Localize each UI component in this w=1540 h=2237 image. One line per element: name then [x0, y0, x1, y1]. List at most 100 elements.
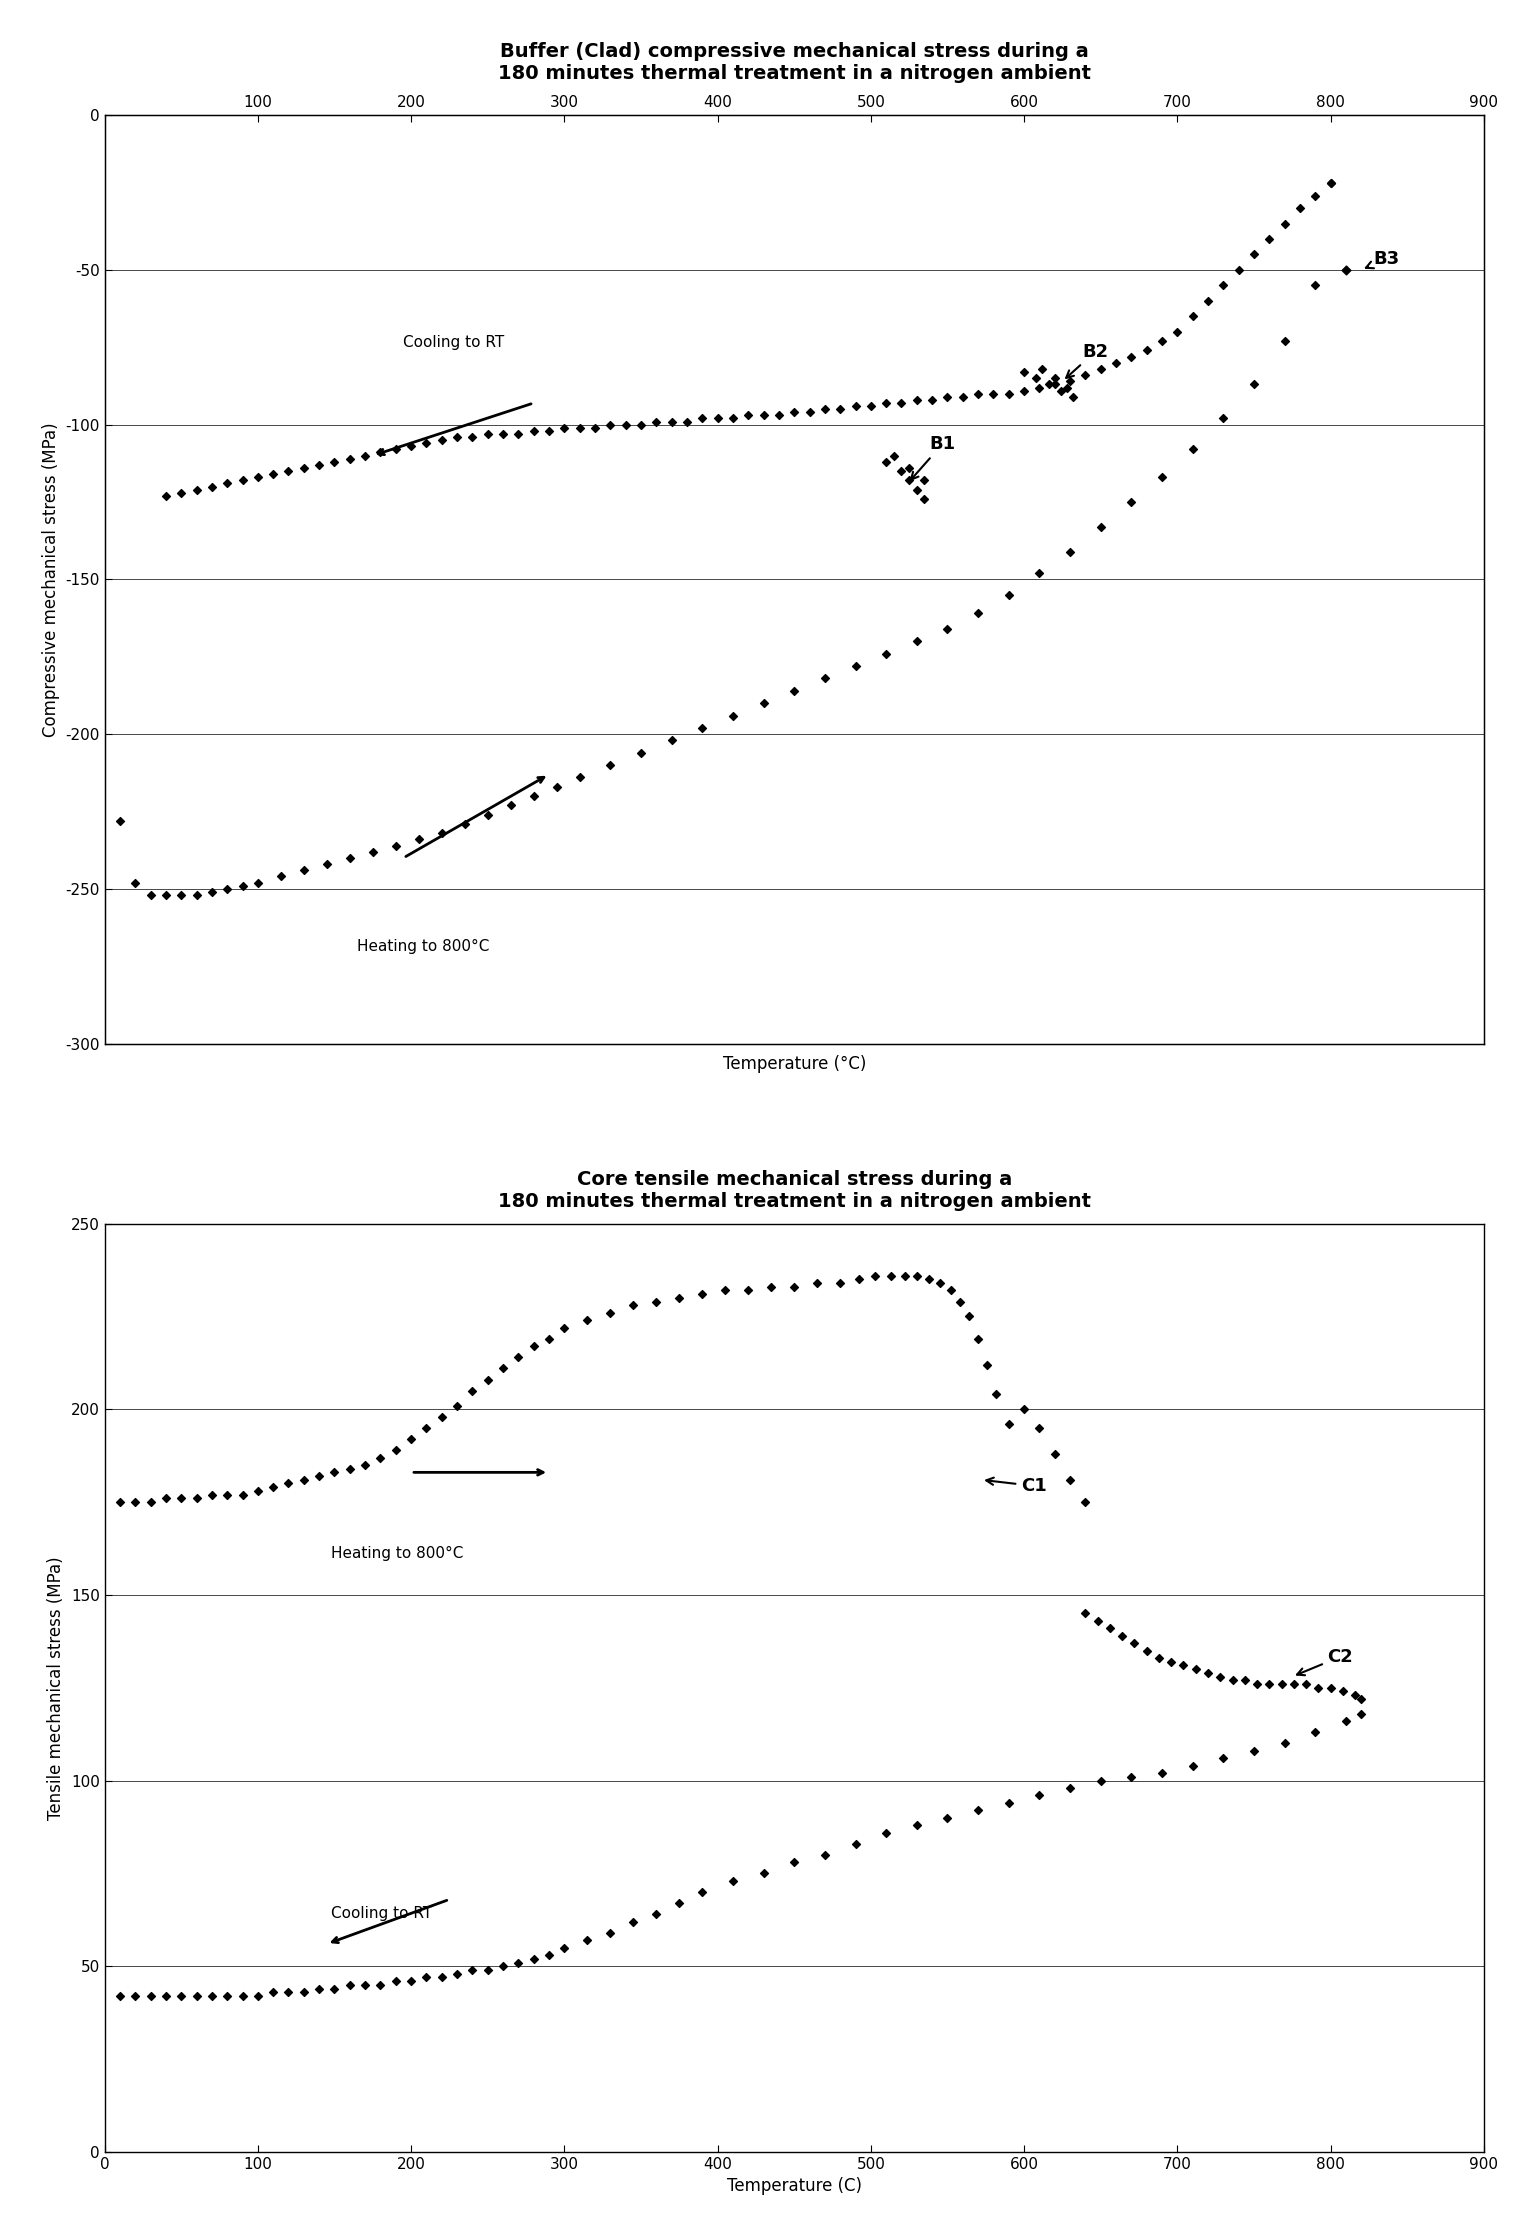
- Point: [996, 1785, 1021, 1821]
- Point: [805, 1266, 830, 1302]
- Point: [984, 1376, 1009, 1412]
- Point: [919, 383, 944, 418]
- Point: [551, 1931, 576, 1966]
- Point: [229, 1476, 254, 1512]
- Point: [628, 407, 653, 443]
- Point: [613, 407, 638, 443]
- Point: [276, 1465, 300, 1501]
- Point: [245, 866, 270, 902]
- Point: [873, 385, 898, 421]
- Point: [1123, 1626, 1147, 1662]
- Y-axis label: Tensile mechanical stress (MPa): Tensile mechanical stress (MPa): [48, 1557, 65, 1819]
- Point: [291, 450, 316, 485]
- Point: [276, 1975, 300, 2011]
- Point: [847, 1262, 872, 1297]
- Point: [644, 1284, 668, 1320]
- Point: [360, 834, 385, 870]
- Point: [1257, 221, 1281, 257]
- Point: [1027, 1778, 1052, 1814]
- Point: [229, 1978, 254, 2013]
- Point: [1024, 360, 1049, 396]
- Point: [1170, 1649, 1195, 1684]
- Point: [1104, 344, 1129, 380]
- Point: [507, 1944, 531, 1980]
- Point: [322, 1454, 347, 1490]
- Point: [1027, 369, 1052, 405]
- Point: [1287, 190, 1312, 226]
- Point: [229, 463, 254, 499]
- Point: [844, 1825, 869, 1861]
- Point: [414, 1960, 439, 1995]
- Point: [476, 1953, 501, 1989]
- Point: [621, 1286, 645, 1322]
- Point: [1150, 322, 1175, 358]
- Text: Heating to 800°C: Heating to 800°C: [331, 1546, 464, 1561]
- Point: [123, 1483, 148, 1519]
- Point: [476, 1362, 501, 1398]
- Point: [752, 398, 776, 434]
- Point: [491, 1948, 516, 1984]
- Point: [966, 1320, 990, 1356]
- Point: [1303, 177, 1327, 213]
- Point: [904, 1257, 929, 1293]
- Point: [154, 479, 179, 515]
- Point: [229, 868, 254, 904]
- Point: [1241, 367, 1266, 403]
- Point: [291, 1975, 316, 2011]
- Point: [675, 403, 699, 438]
- Point: [260, 456, 285, 492]
- Point: [1306, 1669, 1331, 1705]
- Point: [1043, 367, 1067, 403]
- Point: [1195, 282, 1220, 318]
- Point: [1089, 351, 1113, 387]
- Point: [276, 454, 300, 490]
- Point: [522, 1329, 547, 1365]
- Point: [1058, 1463, 1083, 1499]
- Point: [414, 425, 439, 461]
- Point: [337, 1966, 362, 2002]
- Point: [353, 438, 377, 474]
- Point: [430, 1398, 454, 1434]
- Point: [896, 463, 921, 499]
- Point: [314, 846, 339, 881]
- Point: [644, 403, 668, 438]
- Point: [522, 414, 547, 450]
- Point: [200, 1978, 225, 2013]
- Point: [123, 866, 148, 902]
- Point: [927, 1266, 952, 1302]
- Point: [185, 1978, 209, 2013]
- Point: [1343, 1678, 1368, 1714]
- Point: [582, 409, 607, 445]
- Point: [407, 821, 431, 857]
- Point: [896, 450, 921, 485]
- Point: [1110, 1617, 1135, 1653]
- Point: [1183, 1651, 1207, 1687]
- Text: C2: C2: [1297, 1649, 1354, 1676]
- Point: [1166, 313, 1190, 349]
- Point: [1135, 333, 1160, 369]
- Point: [216, 1978, 240, 2013]
- Point: [1281, 1667, 1306, 1702]
- Point: [889, 454, 913, 490]
- Point: [1058, 535, 1083, 570]
- Point: [574, 1922, 599, 1957]
- Point: [1210, 268, 1235, 304]
- Point: [1195, 1655, 1220, 1691]
- Point: [430, 814, 454, 850]
- Point: [200, 1476, 225, 1512]
- Point: [667, 1280, 691, 1315]
- Point: [1241, 1734, 1266, 1769]
- Point: [154, 1978, 179, 2013]
- Point: [1086, 1604, 1110, 1640]
- Point: [904, 624, 929, 660]
- Point: [996, 1407, 1021, 1443]
- Point: [1055, 369, 1080, 405]
- Point: [721, 698, 745, 734]
- Point: [368, 1441, 393, 1476]
- Point: [399, 430, 424, 465]
- Point: [1012, 353, 1036, 389]
- Point: [1043, 360, 1067, 396]
- Point: [736, 398, 761, 434]
- Point: [322, 1971, 347, 2007]
- Point: [935, 378, 959, 414]
